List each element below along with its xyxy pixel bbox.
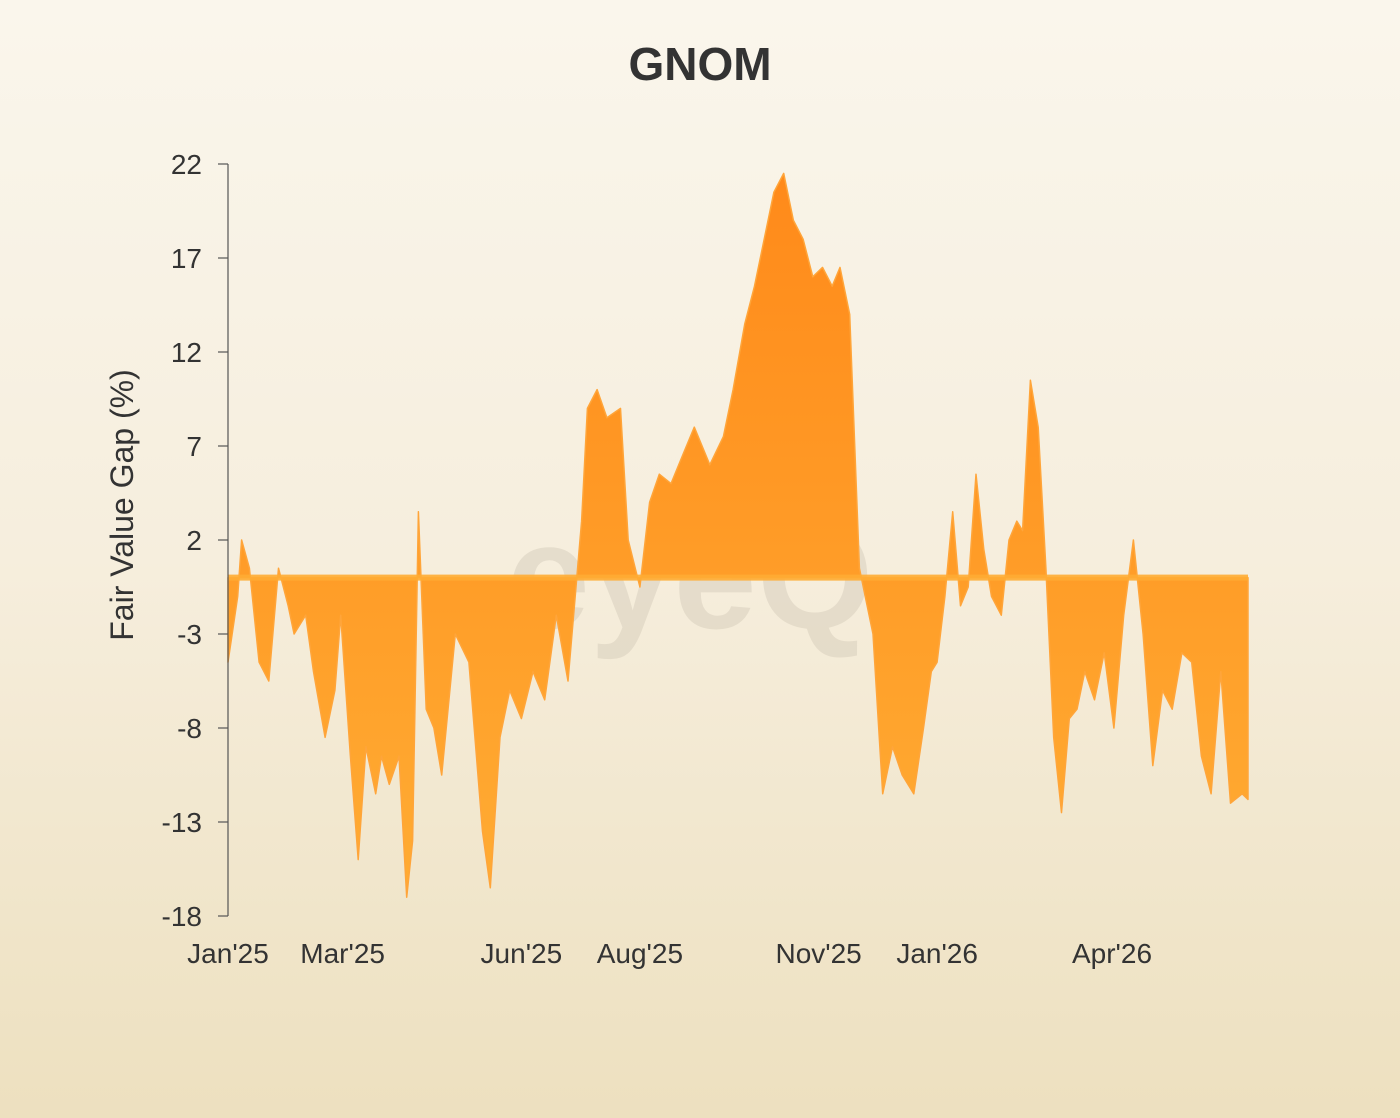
fair-value-gap-area-0 [227,172,1249,898]
y-tick-label: 17 [171,243,202,274]
y-tick-label: 2 [186,525,202,556]
y-tick-label: 7 [186,431,202,462]
x-tick-label: Mar'25 [300,938,385,969]
x-tick-label: Nov'25 [775,938,861,969]
x-tick-label: Jan'26 [896,938,978,969]
axes: 22 17 12 7 2 -3 -8 -13 -18 Jan'25 Mar'25 Jun'25 Aug'… [162,149,1153,969]
y-axis-title: Fair Value Gap (%) [104,369,140,641]
x-tick-label: Jun'25 [481,938,563,969]
y-tick-label: -13 [162,807,202,838]
x-tick-label: Jan'25 [187,938,269,969]
y-tick-label: -3 [177,619,202,650]
chart-title: GNOM [628,38,771,90]
plot-area [227,172,1249,898]
x-tick-label: Apr'26 [1072,938,1152,969]
x-tick-label: Aug'25 [597,938,683,969]
y-tick-label: 12 [171,337,202,368]
y-tick-label: 22 [171,149,202,180]
zero-baseline [228,574,1248,581]
y-tick-label: -8 [177,713,202,744]
y-tick-label: -18 [162,901,202,932]
